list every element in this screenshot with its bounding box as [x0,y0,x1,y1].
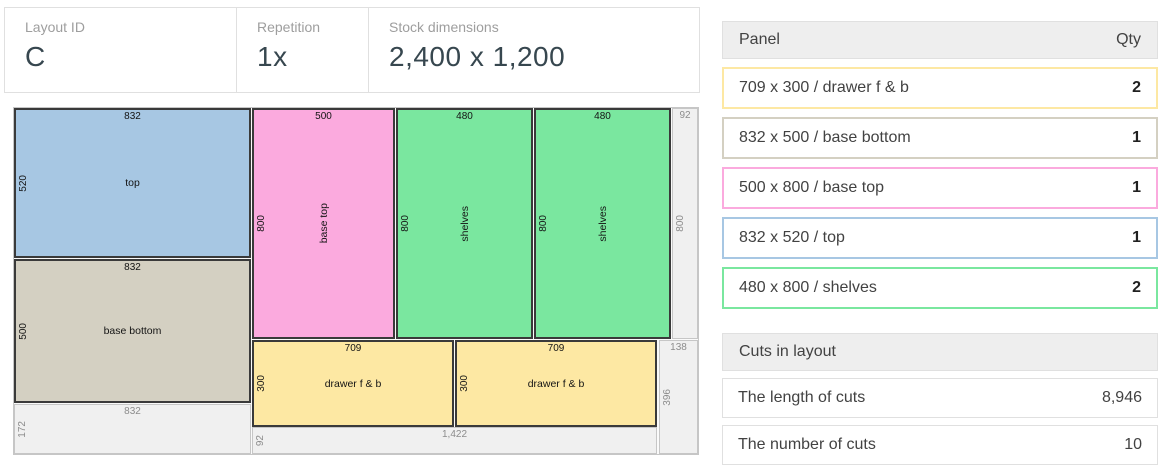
panel-row-qty: 1 [1132,179,1141,196]
panel-row-qty: 1 [1132,129,1141,146]
layout-id-value: C [25,41,46,72]
panel-rect-base-bottom[interactable]: 832 500 base bottom [14,259,251,403]
panel-name-label: base top [317,203,330,244]
height-dimension-label: 172 [17,420,28,438]
panel-list-row[interactable]: 480 x 800 / shelves 2 [722,267,1158,309]
waste-rect: 1,422 92 [252,427,657,454]
panel-row-qty: 1 [1132,229,1141,246]
layout-id-cell: Layout ID C [5,8,236,92]
panel-row-label: 500 x 800 / base top [739,179,884,196]
number-of-cuts-row: The number of cuts 10 [722,425,1158,465]
panel-rect-drawer-f-b[interactable]: 709 300 drawer f & b [455,340,657,427]
panel-name-label: shelves [458,205,471,242]
width-dimension-label: 832 [124,111,141,122]
width-dimension-label: 138 [670,342,687,353]
height-dimension-label: 396 [662,388,673,406]
cuts-in-layout-header: Cuts in layout [722,333,1158,371]
panel-list-row[interactable]: 832 x 500 / base bottom 1 [722,117,1158,159]
waste-rect: 138 396 [659,340,698,454]
width-dimension-label: 832 [124,262,141,273]
panel-row-label: 709 x 300 / drawer f & b [739,79,909,96]
panel-name-label: shelves [596,205,609,242]
width-dimension-label: 92 [679,110,691,121]
stock-dimensions-cell: Stock dimensions 2,400 x 1,200 [368,8,699,92]
cuts-in-layout-title: Cuts in layout [739,343,836,360]
width-dimension-label: 480 [594,111,611,122]
length-of-cuts-row: The length of cuts 8,946 [722,378,1158,418]
panel-row-label: 480 x 800 / shelves [739,279,877,296]
width-dimension-label: 832 [124,406,141,417]
width-dimension-label: 500 [315,111,332,122]
height-dimension-label: 92 [255,434,266,447]
panel-list-row[interactable]: 832 x 520 / top 1 [722,217,1158,259]
panel-list-row[interactable]: 709 x 300 / drawer f & b 2 [722,67,1158,109]
layout-id-label: Layout ID [25,19,85,35]
panel-name-label: base bottom [103,325,162,337]
panel-row-qty: 2 [1132,79,1141,96]
waste-rect: 832 172 [14,404,251,454]
panel-table-rows: 709 x 300 / drawer f & b 2 832 x 500 / bas… [722,67,1158,309]
length-of-cuts-label: The length of cuts [738,389,866,406]
repetition-cell: Repetition 1x [236,8,368,92]
panel-row-qty: 2 [1132,279,1141,296]
panel-name-label: drawer f & b [324,377,382,390]
panel-rect-top[interactable]: 832 520 top [14,108,251,258]
width-dimension-label: 709 [344,343,362,354]
width-dimension-label: 1,422 [441,429,468,440]
repetition-value: 1x [257,41,288,72]
panel-column-header: Panel [739,31,780,48]
width-dimension-label: 480 [456,111,473,122]
layout-header-card: Layout ID C Repetition 1x Stock dimensio… [4,7,700,93]
number-of-cuts-value: 10 [1124,436,1142,453]
stock-dimensions-value: 2,400 x 1,200 [389,41,566,72]
width-dimension-label: 709 [547,343,565,354]
repetition-label: Repetition [257,19,321,35]
height-dimension-label: 800 [675,215,686,232]
panel-row-label: 832 x 520 / top [739,229,845,246]
panel-table-header: Panel Qty [722,21,1158,59]
stock-dimensions-label: Stock dimensions [389,19,499,35]
panel-rect-shelves[interactable]: 480 800 shelves [396,108,533,339]
waste-rect: 92 800 [672,108,698,339]
layout-details-panel: Panel Qty 709 x 300 / drawer f & b 2 832 x… [722,21,1158,465]
panel-name-label: top [125,177,140,189]
panel-name-label: drawer f & b [527,377,585,390]
panel-row-label: 832 x 500 / base bottom [739,129,911,146]
cutting-layout-diagram: 832 520 top 832 500 base bottom 832 172 500 800 ba… [13,107,699,455]
panel-rect-drawer-f-b[interactable]: 709 300 drawer f & b [252,340,454,427]
panel-list-row[interactable]: 500 x 800 / base top 1 [722,167,1158,209]
length-of-cuts-value: 8,946 [1101,389,1142,406]
number-of-cuts-label: The number of cuts [738,436,876,453]
qty-column-header: Qty [1116,31,1141,48]
panel-rect-base-top[interactable]: 500 800 base top [252,108,395,339]
panel-rect-shelves[interactable]: 480 800 shelves [534,108,671,339]
